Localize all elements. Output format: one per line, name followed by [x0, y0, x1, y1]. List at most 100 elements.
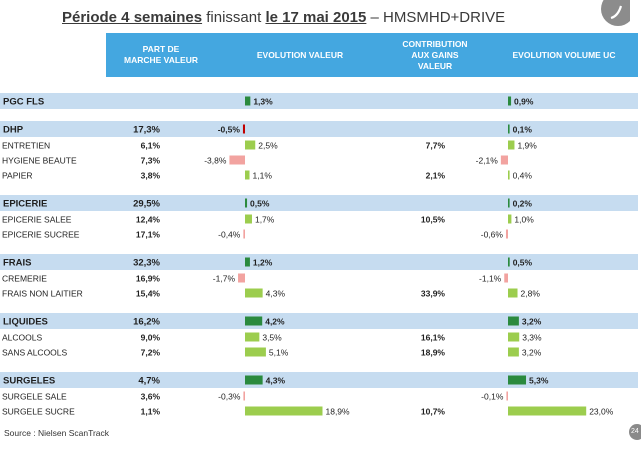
evolution-valeur-bar: [242, 124, 245, 134]
contribution-value: 10,5%: [421, 215, 446, 225]
part-marche-value: 9,0%: [141, 333, 161, 343]
row-label: SANS ALCOOLS: [2, 348, 68, 358]
evolution-valeur-bar: [245, 257, 250, 267]
evolution-valeur-label: 4,3%: [266, 376, 286, 386]
evolution-volume-label: 0,1%: [513, 125, 533, 135]
part-marche-value: 29,5%: [133, 199, 160, 210]
evolution-valeur-bar: [245, 198, 248, 208]
part-marche-value: 7,2%: [141, 348, 161, 358]
evolution-valeur-bar: [229, 155, 245, 165]
evolution-volume-bar: [508, 96, 512, 106]
row-label: FRAIS: [3, 258, 32, 269]
row-label: SURGELE SALE: [2, 392, 67, 402]
part-marche-value: 4,7%: [138, 376, 160, 387]
evolution-valeur-label: 3,5%: [262, 333, 282, 343]
part-marche-value: 1,1%: [141, 407, 161, 417]
evolution-valeur-label: 2,5%: [258, 141, 278, 151]
total-row-band: [0, 254, 638, 270]
evolution-valeur-bar: [245, 170, 250, 180]
row-label: ENTRETIEN: [2, 141, 50, 151]
evolution-volume-bar: [508, 347, 519, 357]
part-marche-value: 16,2%: [133, 317, 160, 328]
evolution-valeur-label: -0,4%: [218, 230, 241, 240]
evolution-volume-label: -0,1%: [481, 392, 504, 402]
part-marche-value: 3,8%: [141, 171, 161, 181]
evolution-valeur-bar: [238, 273, 245, 283]
row-label: SURGELE SUCRE: [2, 407, 75, 417]
total-row-band: [0, 121, 638, 137]
row-label: EPICERIE SUCREE: [2, 230, 80, 240]
evolution-volume-label: 3,3%: [522, 333, 542, 343]
title-scope: – HMSMHD+DRIVE: [366, 9, 506, 26]
evolution-volume-bar: [505, 229, 508, 239]
evolution-volume-bar: [504, 273, 508, 283]
evolution-valeur-label: 4,2%: [265, 317, 285, 327]
contribution-value: 18,9%: [421, 348, 446, 358]
evolution-volume-label: 2,8%: [521, 289, 541, 299]
row-label: DHP: [3, 125, 24, 136]
total-row-band: [0, 195, 638, 211]
evolution-volume-bar: [508, 375, 527, 385]
row-label: FRAIS NON LAITIER: [2, 289, 83, 299]
header-band: [106, 33, 638, 77]
evolution-volume-label: -2,1%: [476, 156, 499, 166]
evolution-valeur-bar: [245, 406, 323, 416]
evolution-valeur-bar: [245, 316, 263, 326]
title-period: Période 4 semaines: [62, 9, 203, 26]
evolution-valeur-label: 18,9%: [325, 407, 350, 417]
part-marche-value: 32,3%: [133, 258, 160, 269]
header-evolution-valeur: EVOLUTION VALEUR: [256, 49, 344, 60]
page-title: Période 4 semaines finissant le 17 mai 2…: [62, 9, 505, 26]
evolution-valeur-label: 1,3%: [253, 97, 273, 107]
evolution-volume-label: 1,0%: [514, 215, 534, 225]
evolution-volume-bar: [508, 406, 587, 416]
evolution-valeur-bar: [245, 288, 263, 298]
row-label: HYGIENE BEAUTE: [2, 156, 77, 166]
row-label: SURGELES: [3, 376, 55, 387]
contribution-value: 33,9%: [421, 289, 446, 299]
evolution-valeur-bar: [245, 140, 256, 150]
header-evolution-volume: EVOLUTION VOLUME UC: [512, 49, 616, 60]
part-marche-value: 7,3%: [141, 156, 161, 166]
evolution-valeur-label: -1,7%: [213, 274, 236, 284]
evolution-volume-label: 23,0%: [589, 407, 614, 417]
part-marche-value: 6,1%: [141, 141, 161, 151]
evolution-volume-bar: [508, 124, 510, 134]
evolution-valeur-label: 1,1%: [253, 171, 273, 181]
contribution-value: 7,7%: [426, 141, 446, 151]
evolution-volume-label: 0,2%: [513, 199, 533, 209]
evolution-volume-label: 3,2%: [522, 317, 542, 327]
evolution-valeur-label: 1,2%: [253, 258, 273, 268]
evolution-volume-bar: [500, 155, 508, 165]
evolution-valeur-bar: [245, 375, 263, 385]
evolution-valeur-bar: [245, 96, 251, 106]
evolution-volume-bar: [508, 288, 518, 298]
evolution-volume-label: 0,9%: [514, 97, 534, 107]
evolution-volume-bar: [508, 257, 510, 267]
evolution-valeur-label: -0,3%: [218, 392, 241, 402]
total-row-band: [0, 313, 638, 329]
contribution-value: 2,1%: [426, 171, 446, 181]
evolution-valeur-bar: [245, 214, 252, 224]
evolution-volume-label: 0,4%: [513, 171, 533, 181]
part-marche-value: 12,4%: [136, 215, 161, 225]
evolution-volume-bar: [508, 316, 519, 326]
evolution-volume-label: 3,2%: [522, 348, 542, 358]
total-row-band: [0, 372, 638, 388]
evolution-volume-bar: [508, 214, 512, 224]
row-label: EPICERIE SALEE: [2, 215, 72, 225]
evolution-volume-label: 5,3%: [529, 376, 549, 386]
evolution-volume-bar: [508, 170, 510, 180]
evolution-valeur-bar: [245, 332, 260, 342]
part-marche-value: 16,9%: [136, 274, 161, 284]
total-row-band: [0, 93, 638, 109]
title-connector: finissant: [202, 9, 266, 26]
part-marche-value: 17,1%: [136, 230, 161, 240]
phone-icon: [601, 0, 630, 26]
evolution-valeur-label: -3,8%: [204, 156, 227, 166]
evolution-volume-bar: [506, 391, 508, 401]
evolution-volume-label: 0,5%: [513, 258, 533, 268]
row-label: LIQUIDES: [3, 317, 48, 328]
title-date: le 17 mai 2015: [265, 9, 367, 26]
